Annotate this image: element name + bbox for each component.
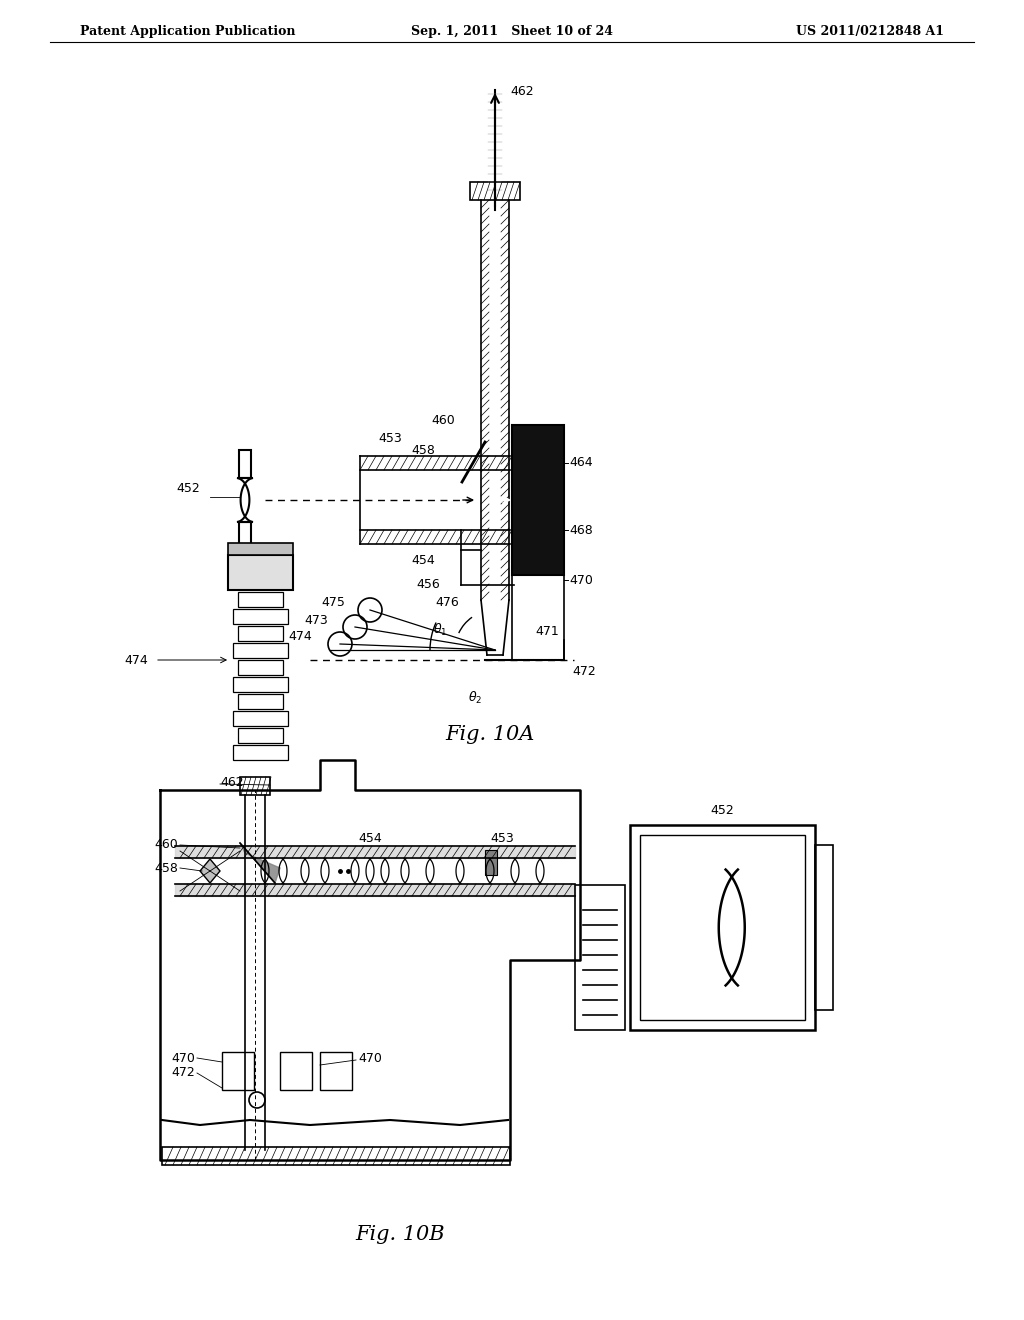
Text: 458: 458: [411, 444, 435, 457]
Text: 452: 452: [711, 804, 734, 817]
Bar: [222, 1052, 254, 1090]
Text: 470: 470: [358, 1052, 382, 1064]
Text: 456: 456: [416, 578, 440, 591]
Text: 460: 460: [155, 838, 178, 851]
Text: 454: 454: [412, 553, 435, 566]
Text: 460: 460: [431, 413, 455, 426]
Bar: [162, 1147, 510, 1166]
Bar: [280, 1052, 312, 1090]
Text: 470: 470: [171, 1052, 195, 1064]
Bar: [238, 626, 283, 642]
Text: Patent Application Publication: Patent Application Publication: [80, 25, 296, 38]
Text: 452: 452: [176, 482, 200, 495]
Bar: [238, 593, 283, 607]
Bar: [512, 425, 564, 576]
Bar: [319, 1052, 352, 1090]
Text: 454: 454: [358, 832, 382, 845]
Bar: [233, 744, 288, 760]
Bar: [233, 711, 288, 726]
Text: 462: 462: [510, 84, 534, 98]
Text: 474: 474: [124, 653, 148, 667]
Text: Fig. 10A: Fig. 10A: [445, 725, 535, 744]
Bar: [233, 609, 288, 624]
Bar: [630, 825, 815, 1030]
Text: US 2011/0212848 A1: US 2011/0212848 A1: [796, 25, 944, 38]
Bar: [470, 182, 520, 201]
Bar: [228, 543, 293, 554]
Text: 462: 462: [220, 776, 244, 788]
Bar: [485, 850, 497, 875]
Text: Sep. 1, 2011   Sheet 10 of 24: Sep. 1, 2011 Sheet 10 of 24: [411, 25, 613, 38]
Bar: [240, 777, 270, 795]
Text: 453: 453: [490, 832, 514, 845]
Bar: [238, 694, 283, 709]
Bar: [238, 729, 283, 743]
Text: 473: 473: [304, 614, 328, 627]
Text: 470: 470: [569, 573, 593, 586]
Bar: [233, 643, 288, 657]
Text: $\theta_2$: $\theta_2$: [468, 690, 482, 706]
Text: 474: 474: [288, 631, 312, 644]
Bar: [239, 450, 251, 478]
Bar: [575, 884, 625, 1030]
Text: 458: 458: [155, 862, 178, 874]
Bar: [815, 845, 833, 1010]
Text: 475: 475: [322, 595, 345, 609]
Text: 476: 476: [435, 595, 459, 609]
Bar: [233, 677, 288, 692]
Bar: [640, 836, 805, 1020]
Text: 472: 472: [572, 665, 596, 678]
Text: $\theta_1$: $\theta_1$: [433, 622, 447, 638]
Text: 471: 471: [536, 624, 559, 638]
Polygon shape: [240, 843, 280, 883]
Bar: [239, 521, 251, 550]
Text: Fig. 10B: Fig. 10B: [355, 1225, 444, 1243]
Polygon shape: [200, 859, 220, 883]
Text: 464: 464: [569, 455, 593, 469]
Bar: [228, 554, 293, 590]
Bar: [238, 660, 283, 675]
Text: 468: 468: [569, 524, 593, 536]
Text: 472: 472: [171, 1067, 195, 1080]
Text: 453: 453: [378, 432, 401, 445]
